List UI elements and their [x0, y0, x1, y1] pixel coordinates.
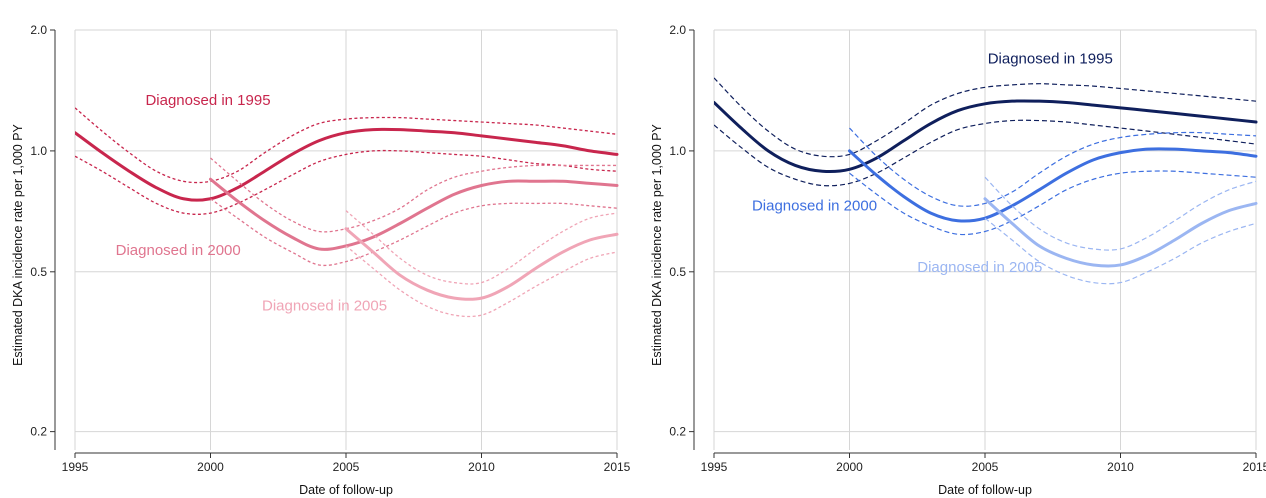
series-2-label: Diagnosed in 2000: [752, 198, 877, 215]
x-tick-label: 2015: [604, 460, 631, 474]
series-2-ci-lower: [849, 170, 1257, 236]
left-chart-panel: 0.2 0.5 1.0 2.0 1995 2000 2005 2010 2015 Date of …: [11, 23, 631, 497]
x-tick-label: 1995: [62, 460, 89, 474]
grid: [74, 29, 618, 450]
x-axis-title: Date of follow-up: [938, 483, 1032, 497]
y-tick-label: 0.5: [30, 265, 47, 279]
y-tick-label: 1.0: [30, 144, 47, 158]
series-1-ci-lower: [75, 149, 618, 215]
x-tick-label: 1995: [701, 460, 728, 474]
x-tick-label: 2005: [333, 460, 360, 474]
y-tick-label: 2.0: [30, 23, 47, 37]
y-axis-title: Estimated DKA incidence rate per 1,000 P…: [650, 123, 664, 365]
x-tick-label: 2005: [972, 460, 999, 474]
series-3-label: Diagnosed in 2005: [262, 298, 387, 315]
series-3-line: [983, 197, 1258, 268]
series-3-ci-lower: [345, 245, 618, 318]
right-chart-panel: 0.2 0.5 1.0 2.0 1995 2000 2005 2010 2015 Date of …: [650, 23, 1266, 497]
series-2-line: [209, 177, 619, 251]
series-3-label: Diagnosed in 2005: [917, 259, 1042, 276]
series-2-ci-upper: [849, 127, 1257, 207]
series-lines: [714, 77, 1258, 285]
y-tick-label: 2.0: [669, 23, 686, 37]
series-2-ci-upper: [210, 157, 618, 233]
series-1-label: Diagnosed in 1995: [145, 92, 270, 109]
series-1-label: Diagnosed in 1995: [988, 51, 1113, 68]
series-1-ci-upper: [714, 77, 1257, 158]
series-1-ci-lower: [714, 119, 1257, 187]
series-2-label: Diagnosed in 2000: [116, 242, 241, 259]
y-tick-label: 1.0: [669, 144, 686, 158]
y-tick-label: 0.5: [669, 265, 686, 279]
series-1-ci-upper: [75, 107, 618, 184]
x-axis-title: Date of follow-up: [299, 483, 393, 497]
series-2-line: [848, 147, 1258, 223]
series-1-line: [714, 99, 1258, 174]
series-3-ci-lower: [984, 217, 1257, 285]
series-3-ci-upper: [984, 176, 1257, 251]
x-tick-label: 2010: [1107, 460, 1134, 474]
y-axis-title: Estimated DKA incidence rate per 1,000 P…: [11, 123, 25, 365]
y-tick-label: 0.2: [30, 425, 47, 439]
series-3-ci-upper: [345, 210, 618, 285]
x-tick-label: 2000: [836, 460, 863, 474]
series-lines: [75, 107, 619, 318]
x-tick-label: 2015: [1243, 460, 1266, 474]
series-1-line: [75, 127, 619, 202]
y-tick-label: 0.2: [669, 425, 686, 439]
grid: [713, 29, 1257, 450]
x-tick-label: 2000: [197, 460, 224, 474]
series-3-line: [344, 227, 619, 301]
series-2-ci-lower: [210, 198, 618, 267]
x-tick-label: 2010: [468, 460, 495, 474]
